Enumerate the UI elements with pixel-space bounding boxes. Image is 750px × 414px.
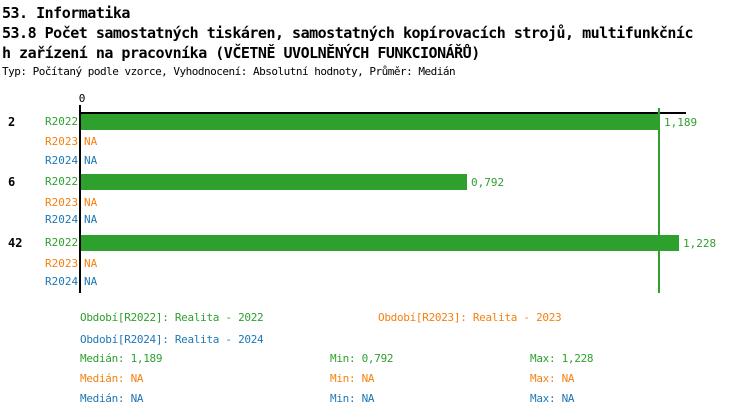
na-value: NA <box>84 135 98 148</box>
report-meta: Typ: Počítaný podle vzorce, Vyhodnocení:… <box>2 65 456 78</box>
na-value: NA <box>84 257 98 270</box>
group-label: 42 <box>8 236 23 250</box>
stat-median-r2023: Medián: NA <box>80 372 144 385</box>
y-axis-line <box>79 105 81 293</box>
median-reference-line <box>658 108 660 293</box>
series-label-r2024: R2024 <box>45 154 79 167</box>
na-value: NA <box>84 154 98 167</box>
stat-max-r2022: Max: 1,228 <box>530 352 594 365</box>
series-label-r2023: R2023 <box>45 135 79 148</box>
bar-value-label: 1,189 <box>664 115 698 129</box>
series-label-r2023: R2023 <box>45 196 79 209</box>
group-label: 2 <box>8 115 16 129</box>
bar-row: 0,792 <box>81 174 504 190</box>
report-title-line-1: 53.8 Počet samostatných tiskáren, samost… <box>2 24 694 42</box>
series-label-r2024: R2024 <box>45 213 79 226</box>
series-label-r2023: R2023 <box>45 257 79 270</box>
bar-value-label: 0,792 <box>471 175 505 189</box>
stat-min-r2023: Min: NA <box>330 372 375 385</box>
stat-max-r2023: Max: NA <box>530 372 575 385</box>
report-section-title: 53. Informatika <box>2 4 130 22</box>
bar-row: 1,228 <box>81 235 716 251</box>
legend-entry-r2022: Období[R2022]: Realita - 2022 <box>80 311 264 324</box>
stat-median-r2022: Medián: 1,189 <box>80 352 163 365</box>
legend-entry-r2024: Období[R2024]: Realita - 2024 <box>80 333 264 346</box>
chart-top-border-line <box>80 112 686 114</box>
legend-entry-r2023: Období[R2023]: Realita - 2023 <box>378 311 562 324</box>
series-label-r2022: R2022 <box>45 175 79 188</box>
stat-median-r2024: Medián: NA <box>80 392 144 405</box>
bar-r2022 <box>81 174 467 190</box>
bar-value-label: 1,228 <box>683 236 717 250</box>
series-label-r2024: R2024 <box>45 275 79 288</box>
stat-min-r2022: Min: 0,792 <box>330 352 394 365</box>
axis-zero-label: 0 <box>78 92 86 105</box>
bar-r2022 <box>81 235 679 251</box>
na-value: NA <box>84 196 98 209</box>
stat-max-r2024: Max: NA <box>530 392 575 405</box>
group-label: 6 <box>8 175 16 189</box>
series-label-r2022: R2022 <box>45 115 79 128</box>
na-value: NA <box>84 275 98 288</box>
bar-row: 1,189 <box>81 114 697 130</box>
report-title-line-2: h zařízení na pracovníka (VČETNĚ UVOLNĚN… <box>2 44 480 62</box>
bar-r2022 <box>81 114 660 130</box>
na-value: NA <box>84 213 98 226</box>
stat-min-r2024: Min: NA <box>330 392 375 405</box>
series-label-r2022: R2022 <box>45 236 79 249</box>
